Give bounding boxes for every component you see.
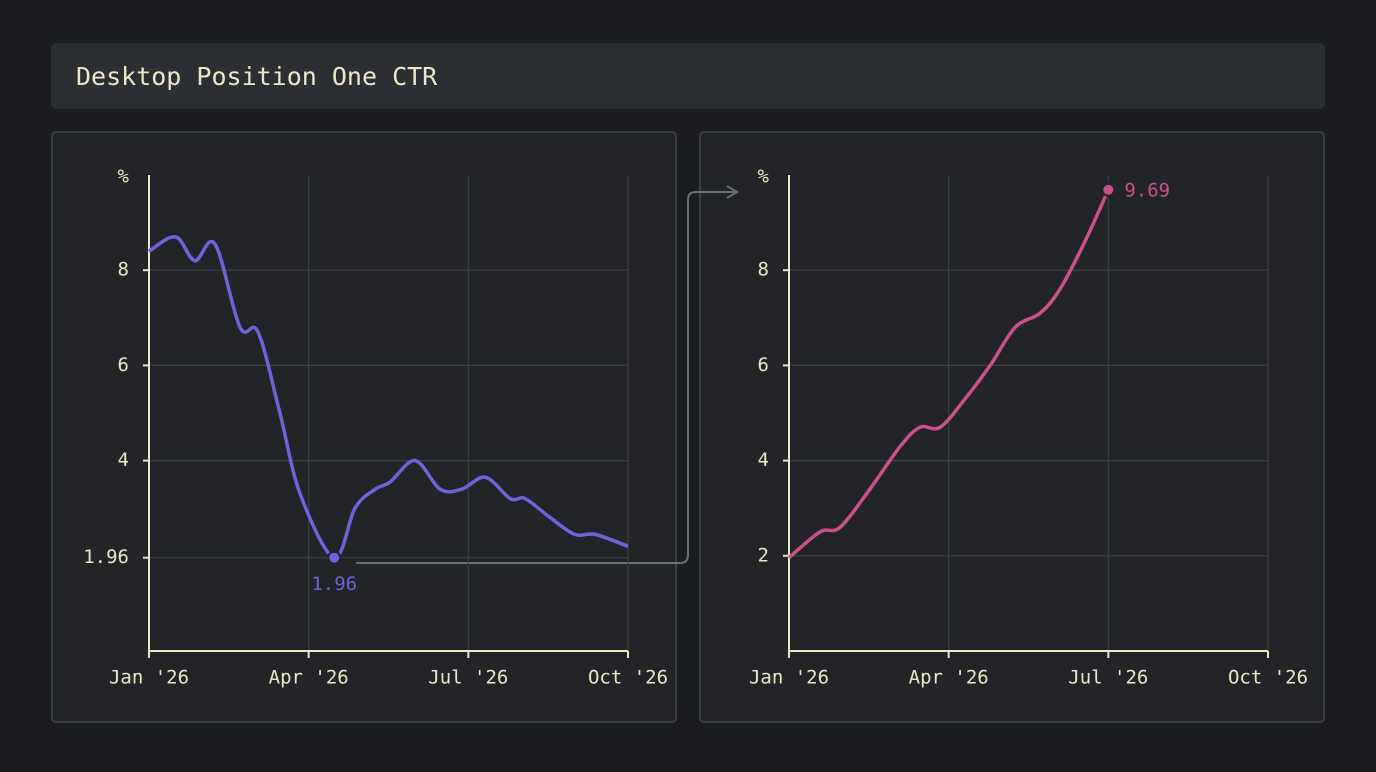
x-tick-label: Jan '26 (109, 667, 189, 689)
highlight-point (327, 550, 342, 565)
line (148, 235, 629, 560)
x-tick-label: Jul '26 (428, 667, 508, 689)
x-tick-label: Apr '26 (269, 667, 349, 689)
y-tick-label: 1.96 (83, 546, 129, 568)
line (787, 189, 1110, 560)
point-label: 9.69 (1124, 179, 1170, 201)
y-axis-label: % (118, 166, 130, 188)
highlight-point (1101, 182, 1116, 197)
x-tick-label: Apr '26 (909, 667, 989, 689)
y-tick-label: 4 (118, 449, 129, 471)
title-bar (51, 43, 1325, 109)
x-tick-label: Jul '26 (1068, 667, 1148, 689)
page-title: Desktop Position One CTR (76, 62, 438, 91)
y-tick-label: 6 (758, 354, 769, 376)
y-tick-label: 6 (118, 354, 129, 376)
point-label: 1.96 (311, 573, 357, 595)
panel (51, 131, 677, 723)
x-tick-label: Oct '26 (588, 667, 668, 689)
x-tick-label: Jan '26 (749, 667, 829, 689)
connector (356, 191, 736, 564)
connector-arrow (726, 185, 739, 199)
x-tick-label: Oct '26 (1228, 667, 1308, 689)
y-tick-label: 8 (118, 259, 129, 281)
y-tick-label: 8 (758, 259, 769, 281)
y-tick-label: 4 (758, 449, 769, 471)
y-axis-label: % (758, 166, 770, 188)
panel (699, 131, 1325, 723)
y-tick-label: 2 (758, 544, 769, 566)
